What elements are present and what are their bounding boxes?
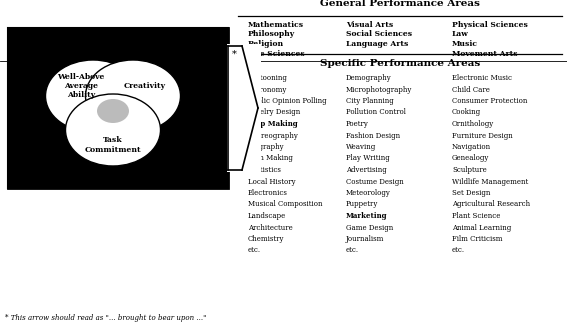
Text: Architecture: Architecture	[248, 224, 293, 231]
Text: Game Design: Game Design	[346, 224, 393, 231]
Text: Agricultural Research: Agricultural Research	[452, 200, 530, 209]
Text: Plant Science: Plant Science	[452, 212, 500, 220]
Text: Meteorology: Meteorology	[346, 189, 391, 197]
Text: Electronics: Electronics	[248, 189, 288, 197]
Text: Demography: Demography	[346, 74, 392, 82]
Text: Sculpture: Sculpture	[452, 166, 486, 174]
Text: Play Writing: Play Writing	[346, 155, 390, 162]
Text: Child Care: Child Care	[452, 85, 490, 94]
Text: Electronic Music: Electronic Music	[452, 74, 512, 82]
Text: Landscape: Landscape	[248, 212, 286, 220]
Text: Creativity: Creativity	[124, 82, 166, 90]
Text: Consumer Protection: Consumer Protection	[452, 97, 527, 105]
Text: Navigation: Navigation	[452, 143, 491, 151]
Text: Law: Law	[452, 31, 469, 38]
Text: Cartooning: Cartooning	[248, 74, 288, 82]
Text: Biography: Biography	[248, 143, 285, 151]
Bar	[227, 44, 261, 172]
Text: Journalism: Journalism	[346, 235, 384, 243]
Ellipse shape	[66, 94, 160, 166]
Text: Film Making: Film Making	[248, 155, 293, 162]
Text: Task
Commitment: Task Commitment	[84, 136, 141, 154]
Text: Physical Sciences: Physical Sciences	[452, 21, 528, 29]
Text: General Performance Areas: General Performance Areas	[320, 0, 480, 8]
Ellipse shape	[86, 60, 180, 132]
Text: Well-Above
Average
Ability: Well-Above Average Ability	[57, 73, 105, 99]
Text: Chemistry: Chemistry	[248, 235, 285, 243]
Text: Musical Composition: Musical Composition	[248, 200, 323, 209]
Text: Genealogy: Genealogy	[452, 155, 489, 162]
Text: Life Sciences: Life Sciences	[248, 50, 304, 57]
Text: Weaving: Weaving	[346, 143, 376, 151]
Text: Animal Learning: Animal Learning	[452, 224, 511, 231]
Text: Visual Arts: Visual Arts	[346, 21, 393, 29]
Text: Costume Design: Costume Design	[346, 177, 404, 185]
Text: Astronomy: Astronomy	[248, 85, 286, 94]
Bar	[8, 28, 228, 188]
Text: Pollution Control: Pollution Control	[346, 109, 406, 116]
Text: Specific Performance Areas: Specific Performance Areas	[320, 59, 480, 68]
Text: Film Criticism: Film Criticism	[452, 235, 502, 243]
Bar	[8, 28, 228, 188]
Text: Choreography: Choreography	[248, 131, 299, 140]
Text: Wildlife Management: Wildlife Management	[452, 177, 528, 185]
Text: Religion: Religion	[248, 40, 284, 48]
Text: Philosophy: Philosophy	[248, 31, 295, 38]
Text: Language Arts: Language Arts	[346, 40, 408, 48]
Text: City Planning: City Planning	[346, 97, 393, 105]
Text: Social Sciences: Social Sciences	[346, 31, 412, 38]
Text: Puppetry: Puppetry	[346, 200, 378, 209]
Bar	[8, 28, 228, 188]
Text: * This arrow should read as "... brought to bear upon ...": * This arrow should read as "... brought…	[5, 314, 206, 322]
Text: Advertising: Advertising	[346, 166, 387, 174]
Text: Marketing: Marketing	[346, 212, 387, 220]
Text: etc.: etc.	[452, 246, 465, 255]
Text: Cooking: Cooking	[452, 109, 481, 116]
Text: Poetry: Poetry	[346, 120, 369, 128]
Text: Ornithology: Ornithology	[452, 120, 494, 128]
Text: Microphotography: Microphotography	[346, 85, 412, 94]
Text: Public Opinion Polling: Public Opinion Polling	[248, 97, 327, 105]
Text: Music: Music	[452, 40, 478, 48]
Text: Furniture Design: Furniture Design	[452, 131, 513, 140]
Text: *: *	[232, 50, 237, 59]
Text: Statistics: Statistics	[248, 166, 281, 174]
Text: etc.: etc.	[248, 246, 261, 255]
Text: Set Design: Set Design	[452, 189, 490, 197]
Text: Movement Arts: Movement Arts	[452, 50, 518, 57]
Bar	[8, 28, 228, 188]
Text: Fashion Design: Fashion Design	[346, 131, 400, 140]
Ellipse shape	[45, 60, 141, 132]
Text: Mathematics: Mathematics	[248, 21, 304, 29]
Text: Map Making: Map Making	[248, 120, 298, 128]
Ellipse shape	[97, 99, 129, 123]
Text: Jewelry Design: Jewelry Design	[248, 109, 301, 116]
Text: etc.: etc.	[346, 246, 359, 255]
Text: Local History: Local History	[248, 177, 295, 185]
